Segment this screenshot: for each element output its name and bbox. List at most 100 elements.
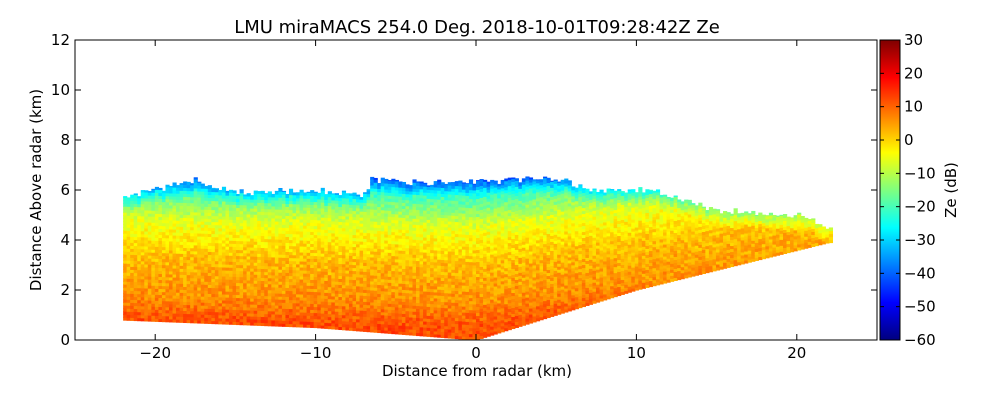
- reflectivity-cell: [391, 276, 396, 281]
- reflectivity-cell: [260, 283, 265, 288]
- reflectivity-cell: [133, 203, 138, 208]
- reflectivity-cell: [394, 204, 399, 209]
- reflectivity-cell: [454, 335, 459, 340]
- reflectivity-cell: [472, 267, 477, 272]
- reflectivity-cell: [363, 199, 368, 203]
- reflectivity-cell: [472, 186, 477, 191]
- reflectivity-cell: [197, 307, 202, 312]
- reflectivity-cell: [465, 279, 470, 283]
- reflectivity-cell: [423, 219, 428, 223]
- reflectivity-cell: [197, 247, 202, 252]
- reflectivity-cell: [221, 227, 227, 232]
- reflectivity-cell: [186, 307, 191, 312]
- reflectivity-cell: [260, 292, 265, 297]
- reflectivity-cell: [179, 310, 184, 314]
- reflectivity-cell: [274, 193, 279, 198]
- reflectivity-cell: [345, 206, 350, 211]
- reflectivity-cell: [394, 249, 399, 254]
- reflectivity-cell: [377, 314, 382, 319]
- reflectivity-cell: [398, 292, 403, 296]
- reflectivity-cell: [451, 191, 456, 195]
- reflectivity-cell: [165, 240, 170, 245]
- reflectivity-cell: [334, 239, 339, 243]
- reflectivity-cell: [476, 216, 481, 221]
- reflectivity-cell: [454, 329, 459, 334]
- reflectivity-cell: [479, 236, 484, 240]
- reflectivity-cell: [250, 292, 255, 296]
- reflectivity-cell: [465, 285, 470, 289]
- reflectivity-cell: [236, 270, 241, 275]
- reflectivity-cell: [200, 236, 205, 240]
- reflectivity-cell: [324, 220, 329, 224]
- reflectivity-cell: [320, 211, 325, 215]
- reflectivity-cell: [176, 205, 181, 209]
- reflectivity-cell: [260, 295, 265, 300]
- reflectivity-cell: [183, 208, 188, 213]
- reflectivity-cell: [348, 321, 354, 325]
- reflectivity-cell: [317, 297, 322, 302]
- reflectivity-cell: [451, 236, 456, 240]
- reflectivity-cell: [130, 305, 135, 309]
- reflectivity-cell: [147, 282, 152, 286]
- reflectivity-cell: [486, 300, 491, 304]
- reflectivity-cell: [458, 329, 463, 334]
- reflectivity-cell: [285, 239, 290, 243]
- reflectivity-cell: [341, 254, 347, 259]
- reflectivity-cell: [384, 311, 389, 316]
- reflectivity-cell: [331, 271, 336, 276]
- reflectivity-cell: [483, 307, 488, 311]
- reflectivity-cell: [348, 264, 354, 268]
- reflectivity-cell: [348, 246, 354, 250]
- reflectivity-cell: [426, 315, 431, 319]
- reflectivity-cell: [468, 315, 474, 320]
- reflectivity-cell: [416, 332, 421, 337]
- reflectivity-cell: [405, 238, 410, 243]
- reflectivity-cell: [151, 306, 156, 310]
- reflectivity-cell: [401, 226, 407, 230]
- reflectivity-cell: [356, 237, 361, 242]
- reflectivity-cell: [384, 185, 389, 190]
- reflectivity-cell: [444, 229, 449, 234]
- reflectivity-cell: [412, 317, 417, 321]
- reflectivity-cell: [232, 273, 237, 277]
- reflectivity-cell: [366, 286, 371, 291]
- reflectivity-cell: [274, 265, 279, 270]
- reflectivity-cell: [257, 295, 262, 299]
- reflectivity-cell: [306, 210, 311, 214]
- reflectivity-cell: [310, 210, 315, 214]
- reflectivity-cell: [225, 282, 230, 286]
- reflectivity-cell: [172, 201, 177, 206]
- reflectivity-cell: [123, 260, 128, 264]
- reflectivity-cell: [232, 219, 237, 223]
- reflectivity-cell: [454, 194, 459, 199]
- reflectivity-cell: [214, 227, 219, 232]
- reflectivity-cell: [433, 204, 438, 209]
- reflectivity-cell: [331, 316, 336, 321]
- reflectivity-cell: [440, 247, 445, 251]
- reflectivity-cell: [193, 178, 198, 183]
- reflectivity-cell: [267, 304, 272, 309]
- reflectivity-cell: [327, 226, 332, 231]
- reflectivity-cell: [190, 286, 195, 291]
- reflectivity-cell: [394, 237, 399, 242]
- reflectivity-cell: [236, 258, 241, 263]
- reflectivity-cell: [239, 243, 244, 248]
- reflectivity-cell: [476, 264, 481, 269]
- reflectivity-cell: [366, 214, 371, 219]
- reflectivity-cell: [479, 197, 484, 201]
- reflectivity-cell: [285, 254, 290, 258]
- reflectivity-cell: [363, 247, 368, 251]
- reflectivity-cell: [183, 205, 188, 210]
- reflectivity-cell: [433, 186, 438, 191]
- reflectivity-cell: [144, 236, 149, 241]
- reflectivity-cell: [461, 201, 467, 205]
- reflectivity-cell: [327, 295, 332, 300]
- reflectivity-cell: [281, 269, 287, 273]
- reflectivity-cell: [151, 285, 156, 289]
- reflectivity-cell: [416, 230, 421, 235]
- reflectivity-cell: [419, 197, 424, 202]
- reflectivity-cell: [447, 232, 452, 237]
- reflectivity-cell: [197, 205, 202, 210]
- reflectivity-cell: [204, 245, 209, 249]
- reflectivity-cell: [377, 284, 382, 289]
